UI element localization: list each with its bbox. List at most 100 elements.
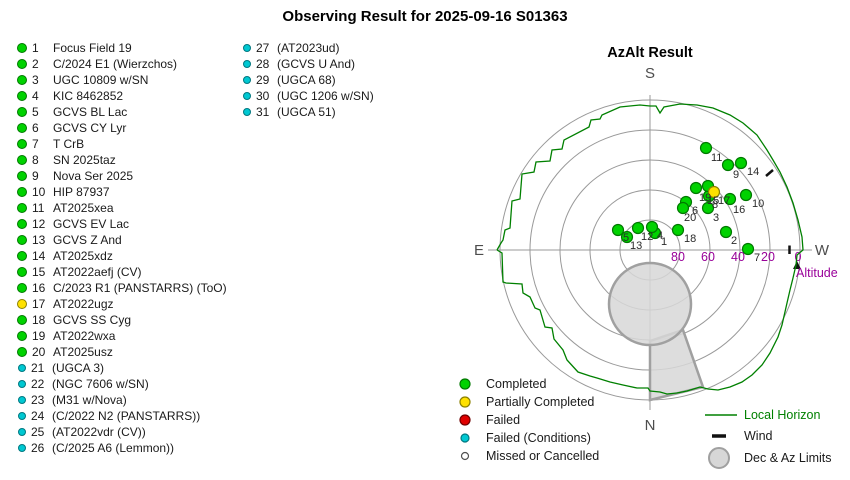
target-row: 28 (GCVS U And) [234, 56, 444, 72]
target-name: AT2022ugz [53, 297, 114, 311]
legend-local-horizon-label: Local Horizon [744, 408, 820, 422]
target-number: 25 [31, 425, 45, 439]
observation-point-label: 19 [699, 192, 711, 204]
legend-conditions-icon [460, 433, 470, 443]
target-name: AT2022aefj (CV) [53, 265, 142, 279]
status-dot-icon [243, 76, 251, 84]
wind-marker [765, 169, 774, 177]
target-name: (M31 w/Nova) [52, 393, 127, 407]
observation-point [645, 220, 659, 234]
status-dot-icon [17, 59, 27, 69]
observation-point [707, 185, 721, 199]
target-number: 24 [31, 409, 45, 423]
status-dot-icon [17, 203, 27, 213]
legend-completed-icon [459, 378, 471, 390]
target-row: 7 T CrB [9, 136, 234, 152]
legend-failed-icon [459, 414, 471, 426]
observation-point [611, 223, 625, 237]
target-row: 11 AT2025xea [9, 200, 234, 216]
status-dot-icon [17, 43, 27, 53]
chart-title: AzAlt Result [607, 45, 693, 61]
status-dot-icon [18, 396, 26, 404]
target-row: 30 (UGC 1206 w/SN) [234, 88, 444, 104]
status-dot-icon [17, 91, 27, 101]
target-row: 10 HIP 87937 [9, 184, 234, 200]
observation-point-label: 2 [731, 235, 737, 247]
status-dot-icon [17, 251, 27, 261]
observation-point-label: 6 [692, 205, 698, 217]
target-name: (AT2023ud) [277, 41, 340, 55]
target-number: 16 [32, 281, 46, 295]
target-number: 20 [32, 345, 46, 359]
target-name: GCVS Z And [53, 233, 122, 247]
legend-missed-icon [460, 451, 470, 461]
legend-completed-label: Completed [486, 377, 546, 391]
compass-east-label: E [474, 242, 484, 259]
target-number: 21 [31, 361, 45, 375]
compass-south-label: S [645, 65, 655, 82]
observation-point-label: 9 [733, 169, 739, 181]
target-number: 3 [32, 73, 39, 87]
observation-point-label: 18 [684, 233, 696, 245]
local-horizon-line [496, 103, 804, 395]
target-number: 8 [32, 153, 39, 167]
status-dot-icon [17, 139, 27, 149]
observation-point [723, 192, 737, 206]
observation-point [671, 223, 685, 237]
target-row: 27 (AT2023ud) [234, 40, 444, 56]
target-number: 4 [32, 89, 39, 103]
observation-point-label: 17 [718, 195, 730, 207]
observation-point-label: 1 [661, 236, 667, 248]
status-dot-icon [17, 267, 27, 277]
target-row: 13 GCVS Z And [9, 232, 234, 248]
target-row: 9 Nova Ser 2025 [9, 168, 234, 184]
status-dot-icon [18, 444, 26, 452]
status-dot-icon [17, 171, 27, 181]
target-number: 29 [256, 73, 270, 87]
target-name: GCVS BL Lac [53, 105, 128, 119]
compass-west-label: W [815, 242, 830, 259]
target-number: 5 [32, 105, 39, 119]
target-name: UGC 10809 w/SN [53, 73, 149, 87]
target-row: 29 (UGCA 68) [234, 72, 444, 88]
target-row: 25 (AT2022vdr (CV)) [9, 424, 234, 440]
observation-point [701, 201, 715, 215]
target-number: 30 [256, 89, 270, 103]
status-dot-icon [17, 123, 27, 133]
observation-point-label: 12 [641, 231, 653, 243]
status-dot-icon [18, 428, 26, 436]
observation-point [734, 156, 748, 170]
target-name: (AT2022vdr (CV)) [52, 425, 146, 439]
target-row: 18 GCVS SS Cyg [9, 312, 234, 328]
target-number: 2 [32, 57, 39, 71]
target-number: 22 [31, 377, 45, 391]
observation-point-label: 3 [713, 212, 719, 224]
target-name: AT2025usz [53, 345, 113, 359]
observation-point [719, 225, 733, 239]
dec-az-limits-circle [607, 261, 693, 347]
status-dot-icon [17, 187, 27, 197]
target-number: 12 [32, 217, 46, 231]
target-number: 6 [32, 121, 39, 135]
status-dot-icon [243, 44, 251, 52]
observation-point [620, 230, 634, 244]
target-number: 11 [32, 201, 45, 215]
observation-point-label: 8 [712, 199, 718, 211]
target-name: C/2024 E1 (Wierzchos) [53, 57, 178, 71]
target-name: GCVS EV Lac [53, 217, 130, 231]
observation-point-label: 10 [752, 198, 764, 210]
target-number: 10 [32, 185, 46, 199]
target-name: (C/2025 A6 (Lemmon)) [52, 441, 175, 455]
status-dot-icon [243, 92, 251, 100]
target-name: Nova Ser 2025 [53, 169, 134, 183]
target-name: (UGCA 51) [277, 105, 336, 119]
target-name: (UGC 1206 w/SN) [277, 89, 374, 103]
status-dot-icon [243, 60, 251, 68]
target-list-column-2: 27 (AT2023ud) 28 (GCVS U And) 29 (UGCA 68) 30 (… [234, 40, 444, 120]
target-row: 5 GCVS BL Lac [9, 104, 234, 120]
altitude-tick-label: 20 [761, 250, 775, 264]
target-number: 7 [32, 137, 39, 151]
target-name: HIP 87937 [53, 185, 110, 199]
observation-point-label: 14 [747, 166, 759, 178]
status-dot-icon [17, 331, 27, 341]
